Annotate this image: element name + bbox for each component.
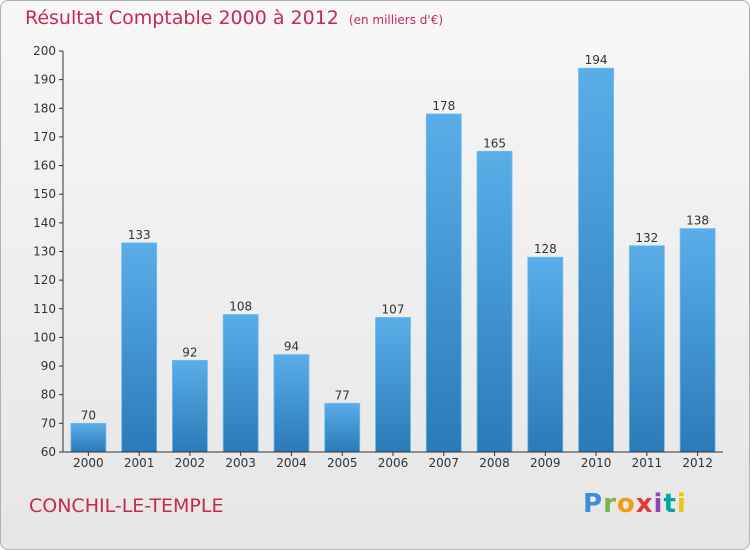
bar-value-label: 194: [585, 53, 608, 67]
y-tick-label: 120: [33, 273, 56, 287]
bar-value-label: 92: [182, 345, 197, 359]
bar-2012: [679, 228, 716, 453]
proxiti-logo[interactable]: Proxiti: [583, 489, 687, 519]
bar-2009: [527, 256, 564, 453]
y-tick-label: 110: [33, 302, 56, 316]
bar-value-label: 165: [483, 136, 506, 150]
y-tick-label: 200: [33, 44, 56, 58]
x-tick-label: 2002: [175, 456, 206, 470]
bar-value-label: 132: [635, 231, 658, 245]
bar-2005: [324, 402, 361, 453]
x-tick-label: 2000: [73, 456, 104, 470]
y-tick-label: 80: [41, 388, 56, 402]
y-tick-label: 140: [33, 216, 56, 230]
bar-value-label: 133: [128, 228, 151, 242]
bar-value-label: 77: [335, 388, 350, 402]
bar-2006: [375, 316, 411, 453]
x-tick-label: 2007: [428, 456, 459, 470]
y-tick-label: 150: [33, 187, 56, 201]
bar-value-label: 107: [382, 302, 405, 316]
chart-subtitle: (en milliers d'€): [348, 13, 444, 27]
y-tick-label: 170: [33, 130, 56, 144]
x-tick-label: 2008: [479, 456, 510, 470]
bar-value-label: 138: [686, 214, 709, 228]
bar-2008: [476, 150, 513, 453]
y-tick-label: 160: [33, 159, 56, 173]
x-axis: 2000 2001 2002 2003 2004 2005 2006 2007 2008 2009…: [63, 451, 723, 470]
x-tick-label: 2010: [581, 456, 612, 470]
commune-name: CONCHIL-LE-TEMPLE: [29, 495, 224, 517]
bar-2002: [172, 359, 208, 453]
x-tick-label: 2011: [632, 456, 663, 470]
bar-2000: [70, 422, 107, 453]
bar-value-label: 70: [81, 408, 96, 422]
bar-2001: [121, 242, 158, 453]
bar-2010: [578, 67, 614, 453]
title-text: Résultat Comptable 2000 à 2012: [25, 7, 339, 29]
bar-value-label: 94: [284, 340, 299, 354]
y-tick-label: 180: [33, 101, 56, 115]
bar-2011: [628, 245, 665, 453]
bar-2007: [425, 113, 462, 453]
y-tick-label: 190: [33, 73, 56, 87]
x-tick-label: 2005: [327, 456, 358, 470]
bar-2004: [273, 354, 310, 453]
y-tick-label: 70: [41, 416, 56, 430]
x-tick-label: 2009: [530, 456, 561, 470]
y-tick-label: 130: [33, 245, 56, 259]
x-tick-label: 2001: [124, 456, 155, 470]
x-tick-label: 2012: [682, 456, 713, 470]
x-tick-label: 2004: [276, 456, 307, 470]
bar-2003: [222, 314, 259, 453]
x-tick-label: 2006: [378, 456, 409, 470]
chart-title: Résultat Comptable 2000 à 2012 (en millie…: [25, 7, 443, 29]
bars: 70 133 92 108 94 77 107 178 165 128 194 132 138: [70, 53, 716, 453]
x-tick-label: 2003: [225, 456, 256, 470]
y-axis: 60 70 80 90 100 110 120 130 140 150 160 170 180 190 20…: [33, 44, 64, 459]
y-tick-label: 90: [41, 359, 56, 373]
bar-value-label: 178: [432, 99, 455, 113]
y-tick-label: 60: [41, 445, 56, 459]
bar-value-label: 128: [534, 242, 557, 256]
bar-value-label: 108: [229, 300, 252, 314]
y-tick-label: 100: [33, 330, 56, 344]
